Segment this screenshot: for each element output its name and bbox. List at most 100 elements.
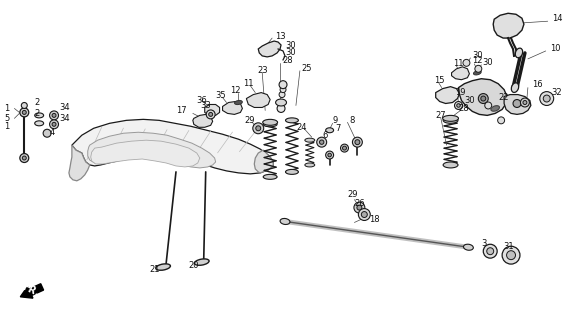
Circle shape [256,126,261,131]
Text: 27: 27 [436,111,447,120]
Circle shape [457,104,460,107]
Circle shape [328,153,331,157]
Polygon shape [72,119,273,174]
Ellipse shape [443,116,459,121]
Text: 13: 13 [275,32,286,41]
Circle shape [523,100,527,105]
Text: 32: 32 [552,88,563,97]
Polygon shape [223,101,242,114]
Circle shape [22,156,26,160]
Text: 25: 25 [302,64,312,73]
Text: 5: 5 [5,114,10,123]
Text: 28: 28 [282,56,293,65]
Text: 36: 36 [196,96,207,105]
Ellipse shape [491,106,499,111]
Ellipse shape [276,99,286,106]
Polygon shape [254,150,273,173]
Ellipse shape [511,83,519,92]
Text: 17: 17 [176,106,187,115]
Text: 18: 18 [369,215,380,224]
Text: 16: 16 [532,80,542,89]
Circle shape [483,244,497,258]
Circle shape [455,101,463,109]
Text: 23: 23 [257,66,268,75]
Circle shape [487,248,494,255]
Text: 1: 1 [5,122,10,131]
FancyArrow shape [20,284,44,298]
Text: 20: 20 [189,260,199,269]
Text: 1: 1 [5,104,10,113]
Circle shape [502,246,520,264]
Text: 29: 29 [245,116,255,125]
Text: 11: 11 [243,79,254,88]
Ellipse shape [280,219,290,225]
Text: 3: 3 [481,239,487,248]
Circle shape [279,81,287,89]
Circle shape [355,140,360,145]
Ellipse shape [325,128,333,133]
Circle shape [521,98,529,107]
Text: 21: 21 [149,265,160,274]
Circle shape [513,100,521,108]
Ellipse shape [305,138,315,142]
Circle shape [481,96,486,101]
Circle shape [352,137,362,147]
Text: 8: 8 [350,116,355,125]
Ellipse shape [474,71,481,75]
Circle shape [475,65,482,72]
Circle shape [362,212,367,218]
Text: 30: 30 [464,96,475,105]
Circle shape [52,113,56,117]
Polygon shape [452,67,470,80]
Ellipse shape [34,113,44,118]
Text: 9: 9 [332,116,338,125]
Circle shape [49,120,59,129]
Circle shape [317,137,327,147]
Text: 30: 30 [472,52,483,60]
Circle shape [543,95,550,102]
Circle shape [20,108,29,117]
Ellipse shape [263,119,278,125]
Ellipse shape [263,174,277,179]
Text: 34: 34 [59,103,69,112]
Text: 15: 15 [434,76,444,85]
Text: 31: 31 [503,242,514,251]
Text: FR.: FR. [20,282,41,298]
Circle shape [43,129,51,137]
Text: 2: 2 [34,109,40,118]
Text: 30: 30 [285,42,296,51]
Polygon shape [246,92,270,108]
Polygon shape [504,95,531,114]
Text: 12: 12 [231,86,241,95]
Circle shape [325,151,333,159]
Ellipse shape [305,163,315,167]
Text: 14: 14 [552,14,562,23]
Circle shape [22,110,26,114]
Circle shape [52,122,56,126]
Ellipse shape [34,121,44,126]
Polygon shape [493,13,524,38]
Polygon shape [436,87,460,103]
Ellipse shape [285,169,298,174]
Ellipse shape [285,118,298,123]
Circle shape [358,209,370,220]
Ellipse shape [443,117,458,123]
Circle shape [343,146,347,150]
Circle shape [279,92,285,98]
Text: 30: 30 [285,48,296,57]
Text: 29: 29 [347,190,358,199]
Text: 28: 28 [459,104,469,113]
Text: 4: 4 [50,128,55,137]
Circle shape [320,140,324,144]
Ellipse shape [263,122,277,127]
Polygon shape [459,79,507,116]
Circle shape [20,154,29,163]
Text: 35: 35 [216,91,226,100]
Text: 34: 34 [59,114,69,123]
Text: 2: 2 [34,98,40,107]
Circle shape [498,117,505,124]
Circle shape [357,205,362,210]
Circle shape [485,102,492,109]
Ellipse shape [156,264,170,270]
Ellipse shape [235,100,242,105]
